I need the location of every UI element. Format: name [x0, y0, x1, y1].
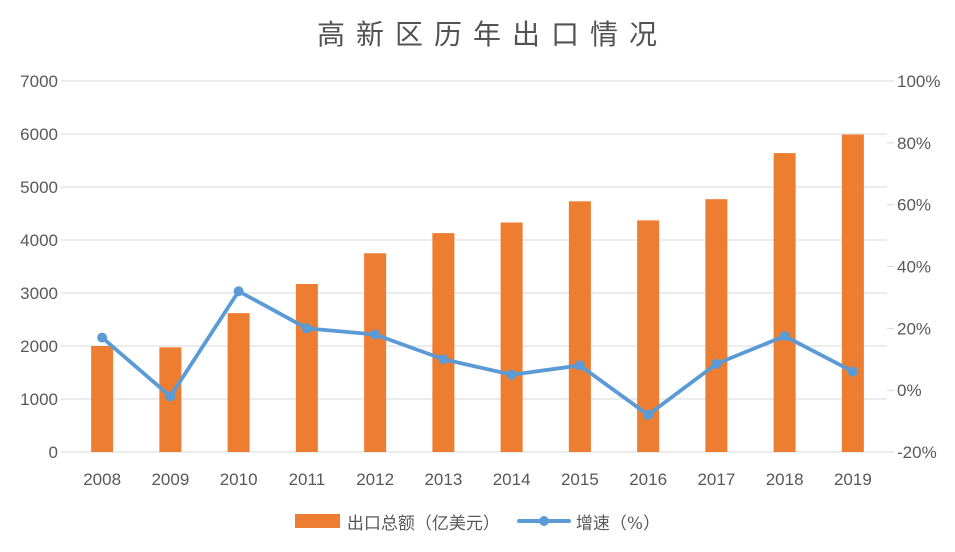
bar-2017 [705, 199, 728, 452]
marker-2017 [711, 358, 722, 369]
marker-2012 [370, 329, 381, 340]
x-axis-label: 2012 [356, 470, 394, 489]
marker-2014 [506, 369, 517, 380]
legend: 出口总额（亿美元） 增速（%） [0, 508, 955, 534]
left-axis-label: 0 [49, 443, 58, 462]
bar-2013 [432, 233, 455, 452]
right-axis-label: 60% [897, 196, 931, 215]
marker-2008 [97, 332, 108, 343]
bar-2008 [91, 346, 114, 452]
marker-2011 [301, 323, 312, 334]
legend-item-growth: 增速（%） [516, 509, 660, 534]
left-axis-label: 2000 [20, 337, 58, 356]
marker-2016 [643, 409, 654, 420]
x-axis-label: 2018 [766, 470, 804, 489]
x-axis-label: 2019 [834, 470, 872, 489]
legend-line-marker-icon [516, 516, 571, 526]
legend-bar-swatch-icon [294, 514, 340, 528]
legend-label-exports: 出口总额（亿美元） [346, 513, 500, 534]
right-axis-label: 80% [897, 134, 931, 153]
x-axis-label: 2008 [83, 470, 121, 489]
bar-2010 [227, 313, 250, 452]
right-axis-label: 40% [897, 258, 931, 277]
x-axis-label: 2009 [151, 470, 189, 489]
left-axis-label: 6000 [20, 125, 58, 144]
bar-2019 [841, 134, 864, 452]
bar-2016 [637, 220, 660, 452]
legend-item-exports: 出口总额（亿美元） [294, 509, 500, 534]
marker-2015 [574, 360, 585, 371]
x-axis-label: 2015 [561, 470, 599, 489]
marker-2018 [779, 331, 790, 342]
left-axis-label: 5000 [20, 178, 58, 197]
growth-line [100, 289, 855, 417]
right-axis-label: 100% [897, 72, 940, 91]
bar-2011 [295, 283, 318, 452]
marker-2010 [233, 286, 244, 297]
right-axis-label: 20% [897, 319, 931, 338]
legend-label-growth: 增速（%） [575, 513, 661, 534]
x-axis-label: 2010 [220, 470, 258, 489]
right-axis-label: -20% [897, 443, 937, 462]
x-axis-label: 2011 [289, 470, 326, 489]
x-axis-label: 2013 [424, 470, 462, 489]
bar-2014 [500, 222, 523, 452]
marker-2009 [165, 391, 176, 402]
x-axis-label: 2014 [493, 470, 531, 489]
bar-2018 [773, 153, 796, 452]
bar-2012 [364, 253, 387, 452]
left-axis-label: 4000 [20, 231, 58, 250]
bar-2015 [568, 201, 591, 452]
marker-2013 [438, 354, 449, 365]
chart-title: 高新区历年出口情况 [316, 18, 668, 51]
right-axis-label: 0% [897, 381, 922, 400]
left-axis-label: 7000 [20, 72, 58, 91]
x-axis-label: 2017 [697, 470, 735, 489]
x-axis-label: 2016 [629, 470, 667, 489]
left-axis-label: 3000 [20, 284, 58, 303]
left-axis-label: 1000 [20, 390, 58, 409]
marker-2019 [847, 366, 858, 377]
